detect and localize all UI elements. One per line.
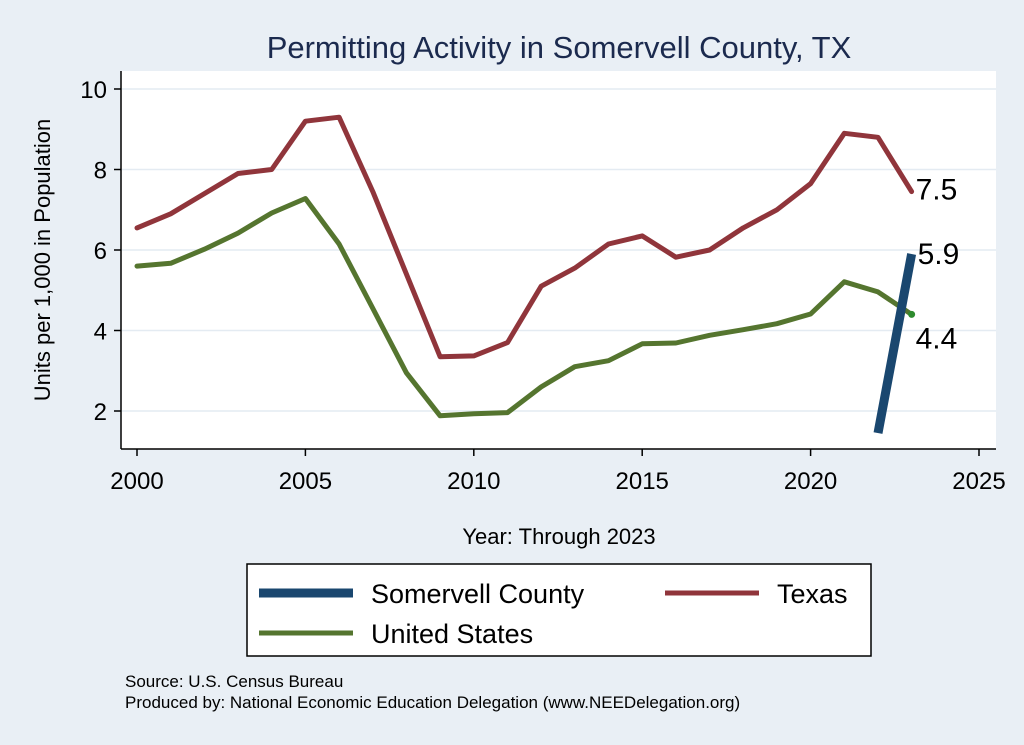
- legend-box: [246, 563, 872, 657]
- x-tick-label-1: 2005: [279, 468, 332, 495]
- produced-by-text: Produced by: National Economic Education…: [125, 693, 740, 712]
- x-tick-label-5: 2025: [952, 468, 1005, 495]
- y-axis-title: Units per 1,000 in Population: [30, 119, 55, 402]
- y-ticks: 2 4 6 8 10: [80, 77, 121, 426]
- source-text: Source: U.S. Census Bureau: [125, 672, 343, 691]
- legend-label-united-states: United States: [371, 619, 533, 649]
- series-lines: [134, 114, 917, 434]
- y-tick-label-3: 8: [94, 158, 107, 185]
- axes: [120, 71, 996, 450]
- us-end-point: [908, 310, 916, 318]
- series-line-texas: [134, 114, 915, 360]
- end-label-somervell-county: 5.9: [918, 238, 960, 271]
- end-label-united-states: 4.4: [916, 322, 958, 355]
- x-tick-label-2: 2010: [447, 468, 500, 495]
- x-tick-label-3: 2015: [616, 468, 669, 495]
- x-tick-label-4: 2020: [784, 468, 837, 495]
- legend-label-texas: Texas: [777, 579, 848, 609]
- series-line-united-states: [134, 196, 915, 419]
- legend: Somervell County Texas United States: [259, 579, 848, 649]
- end-labels: 5.9 7.5 4.4: [916, 174, 960, 356]
- x-ticks: 2000 2005 2010 2015 2020 2025: [110, 449, 1006, 495]
- plot-area: [121, 71, 996, 449]
- y-tick-label-2: 6: [94, 238, 107, 265]
- chart-title: Permitting Activity in Somervell County,…: [267, 30, 852, 65]
- x-tick-label-0: 2000: [110, 468, 163, 495]
- y-tick-label-0: 2: [94, 399, 107, 426]
- series-line-somervell-county: [873, 253, 917, 434]
- end-label-texas: 7.5: [916, 174, 958, 207]
- y-tick-label-4: 10: [80, 77, 107, 104]
- x-axis-title: Year: Through 2023: [462, 524, 655, 549]
- y-tick-label-1: 4: [94, 319, 107, 346]
- legend-label-somervell-county: Somervell County: [371, 579, 585, 609]
